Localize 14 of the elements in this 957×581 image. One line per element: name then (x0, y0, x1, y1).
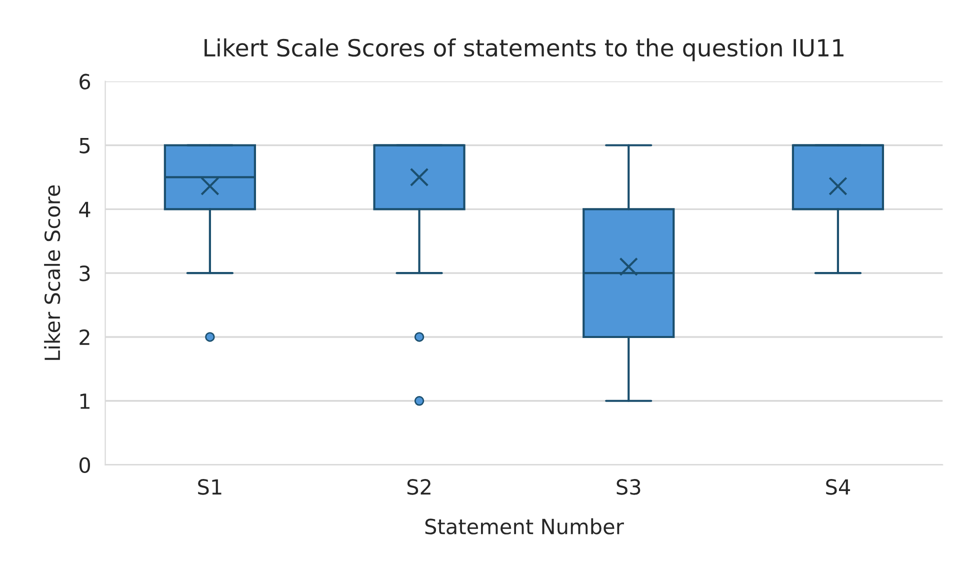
y-tick-label: 6 (80, 74, 90, 90)
y-tick-label: 4 (79, 202, 90, 218)
y-tick-label: 3 (80, 266, 90, 282)
y-tick-label: 0 (80, 457, 90, 474)
x-tick-label: S3 (616, 479, 640, 495)
chart-title: Likert Scale Scores of statements to the question IU11 (204, 38, 844, 62)
y-tick-label: 2 (80, 329, 90, 345)
x-tick-label: S2 (407, 479, 430, 495)
x-axis-title: Statement Number (425, 518, 624, 534)
y-tick-label: 5 (80, 138, 90, 154)
y-tick-label: 1 (80, 394, 90, 409)
y-axis-title: Liker Scale Score (44, 185, 60, 360)
x-tick-label: S1 (198, 479, 222, 495)
x-tick-label: S4 (826, 479, 850, 495)
